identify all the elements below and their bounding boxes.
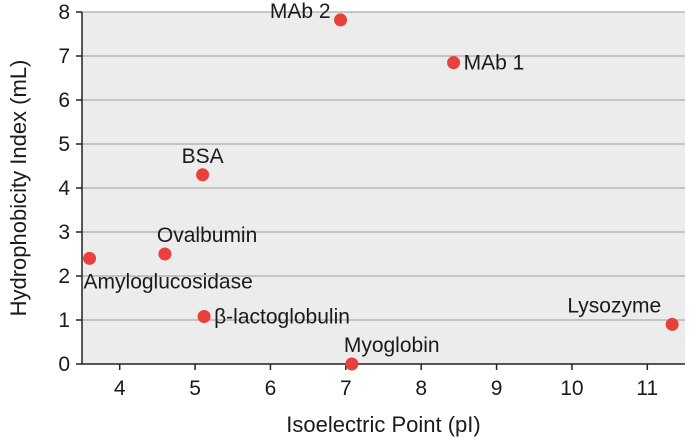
- point-label: MAb 1: [464, 52, 525, 75]
- data-point: [158, 247, 172, 261]
- y-tick-label: 3: [58, 221, 70, 244]
- y-tick-label: 6: [58, 89, 70, 112]
- data-point: [83, 251, 97, 265]
- y-tick-label: 5: [58, 133, 70, 156]
- y-tick-label: 4: [58, 177, 70, 200]
- y-tick-label: 8: [58, 1, 70, 24]
- data-point: [197, 309, 211, 323]
- point-labels: MAb 2 MAb 1 BSA Ovalbumin Amyloglucosidase β-…: [84, 0, 662, 357]
- x-axis-title: Isoelectric Point (pI): [286, 412, 480, 437]
- y-tick-label: 2: [58, 265, 70, 288]
- x-tick-label: 4: [114, 377, 126, 400]
- data-point: [196, 168, 210, 182]
- point-label: Myoglobin: [344, 334, 440, 357]
- y-tick-label: 0: [58, 353, 70, 376]
- point-label: MAb 2: [270, 0, 331, 23]
- data-point: [665, 317, 679, 331]
- data-point: [447, 56, 461, 70]
- data-point: [334, 13, 348, 27]
- data-points: [83, 13, 679, 371]
- tick-labels: 0 1 2 3 4 5 6 7 8 4 5 6 7 8 9 10 11: [58, 1, 658, 400]
- x-tick-label: 6: [265, 377, 277, 400]
- y-axis-title: Hydrophobicity Index (mL): [6, 60, 31, 317]
- x-tick-label: 5: [189, 377, 201, 400]
- x-tick-label: 7: [340, 377, 352, 400]
- y-tick-label: 1: [58, 309, 70, 332]
- x-tick-label: 11: [636, 377, 658, 400]
- point-label: Amyloglucosidase: [84, 270, 253, 293]
- x-tick-label: 9: [491, 377, 503, 400]
- y-tick-label: 7: [58, 45, 70, 68]
- point-label: Ovalbumin: [157, 224, 257, 247]
- x-tick-label: 8: [415, 377, 427, 400]
- data-point: [345, 357, 359, 371]
- point-label: BSA: [182, 145, 224, 168]
- x-tick-label: 10: [560, 377, 583, 400]
- point-label: Lysozyme: [567, 294, 661, 317]
- point-label: β-lactoglobulin: [214, 305, 350, 328]
- grid-lines: [82, 11, 685, 321]
